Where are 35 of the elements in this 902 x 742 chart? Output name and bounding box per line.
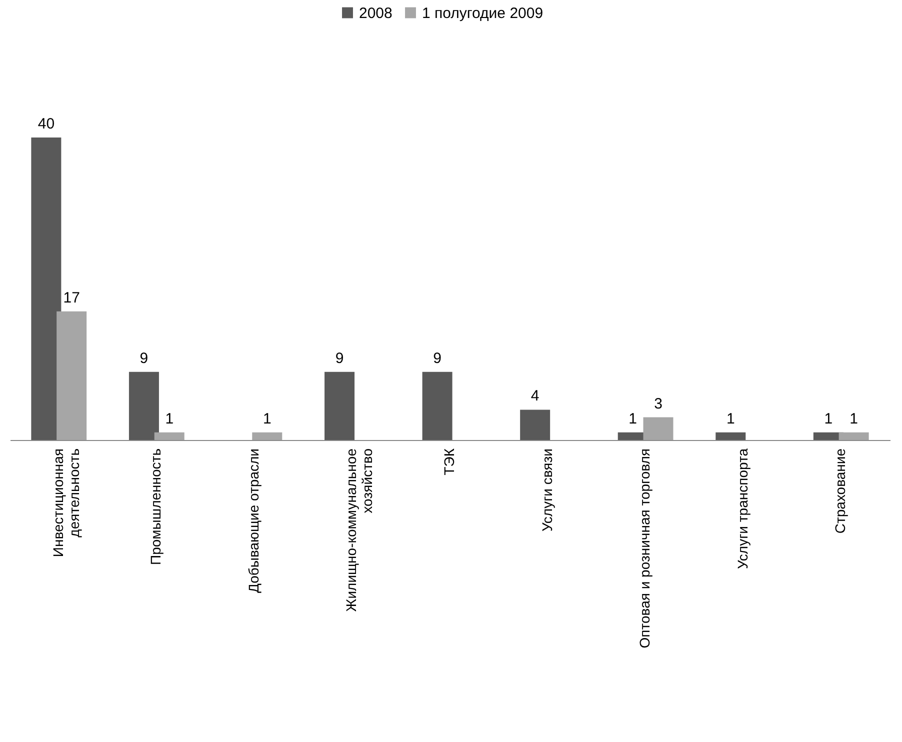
bar [56,311,87,440]
x-tick-label: Инвестиционная деятельность [50,448,82,558]
bar [643,417,674,440]
bar [128,372,159,440]
x-tick-label: Оптовая и розничная торговля [636,448,653,648]
bar [716,432,746,440]
x-tick-label: Добывающие отрасли [245,448,262,594]
data-label: 1 [850,410,858,428]
data-label: 1 [262,410,272,428]
legend-label: 2008 [359,4,392,22]
data-label: 9 [335,350,344,367]
data-label: 1 [824,410,833,428]
bar [520,410,550,440]
x-tick-label: Промышленность [148,448,164,565]
bar [422,372,452,440]
data-label: 17 [63,289,80,306]
bar [838,432,869,440]
x-tick-label: Жилищно-коммунальное хозяйство [343,448,376,612]
bar [252,432,282,440]
x-tick-label: Страхование [832,448,848,534]
bar [324,372,355,440]
x-tick-label: Услуги связи [538,448,555,532]
data-label: 3 [654,395,662,412]
x-tick-label: ТЭК [441,448,457,476]
data-label: 1 [726,410,735,428]
data-label: 1 [165,410,174,428]
data-label: 4 [530,388,540,405]
x-tick-label: Услуги транспорта [734,448,750,570]
data-label: 9 [140,350,148,367]
data-label: 9 [433,350,442,367]
bar [31,137,62,440]
legend-label: 1 полугодие 2009 [422,4,544,22]
data-label: 1 [628,410,638,428]
bar [154,432,184,440]
data-label: 40 [38,115,55,132]
